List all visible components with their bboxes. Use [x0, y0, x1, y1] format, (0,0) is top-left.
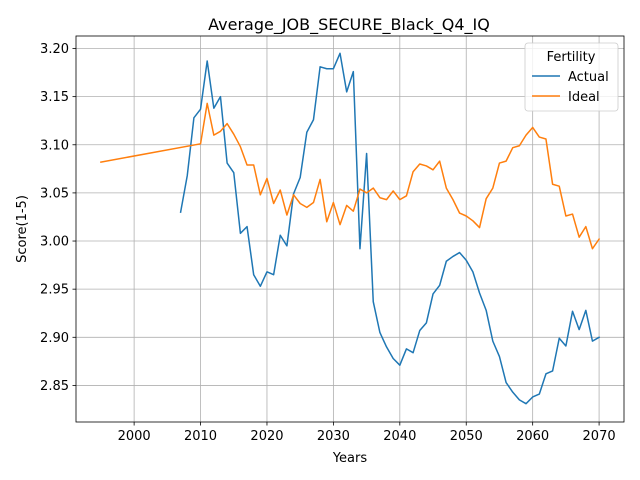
y-tick-label: 3.10	[40, 138, 69, 153]
y-tick-label: 3.20	[40, 42, 69, 57]
legend-label-ideal: Ideal	[568, 90, 600, 105]
x-tick-label: 2010	[184, 429, 217, 444]
legend-label-actual: Actual	[568, 70, 609, 85]
y-axis-label: Score(1-5)	[15, 195, 30, 263]
x-tick-label: 2070	[583, 429, 616, 444]
legend-title: Fertility	[547, 50, 596, 65]
y-tick-label: 2.90	[40, 331, 69, 346]
x-tick-label: 2030	[317, 429, 350, 444]
legend-frame	[524, 42, 619, 112]
x-axis-label: Years	[332, 451, 368, 466]
plot-frame	[75, 35, 625, 423]
series-line-ideal	[100, 102, 601, 250]
y-tick-label: 2.85	[40, 379, 69, 394]
x-tick-label: 2040	[383, 429, 416, 444]
y-tick-label: 3.05	[40, 186, 69, 201]
x-axis: 2000 2010 2020 2030 2040 2050 2060 2070	[118, 422, 616, 444]
y-tick-label: 3.15	[40, 90, 69, 105]
x-tick-label: 2000	[118, 429, 151, 444]
y-tick-label: 2.95	[40, 283, 69, 298]
y-tick-label: 3.00	[40, 235, 69, 250]
legend: Fertility Actual Ideal	[524, 42, 619, 112]
y-axis: 2.85 2.90 2.95 3.00 3.05 3.10 3.15 3.20	[40, 42, 76, 394]
series-layer	[100, 52, 601, 405]
series-line-actual	[179, 52, 601, 405]
chart-title: Average_JOB_SECURE_Black_Q4_IQ	[208, 15, 490, 35]
x-tick-label: 2020	[250, 429, 283, 444]
x-tick-label: 2050	[450, 429, 483, 444]
x-tick-label: 2060	[516, 429, 549, 444]
